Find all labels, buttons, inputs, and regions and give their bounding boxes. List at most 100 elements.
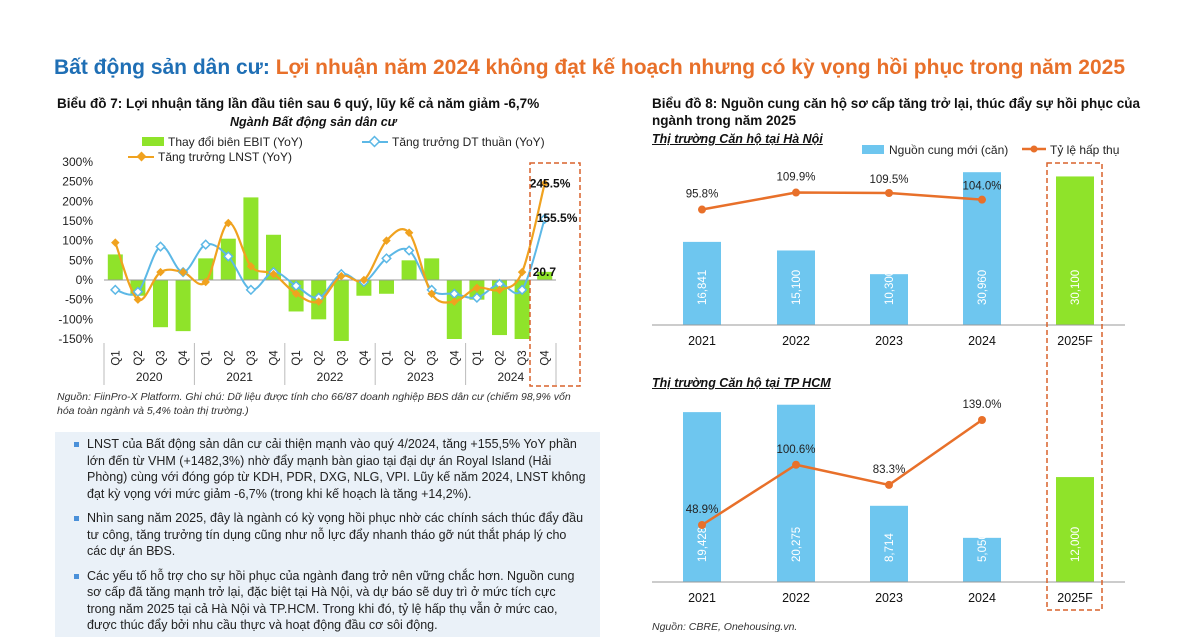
absorption-point xyxy=(885,480,893,489)
chart7-note: Nguồn: FiinPro-X Platform. Ghi chú: Dữ l… xyxy=(57,391,571,417)
x-year-label: 2023 xyxy=(875,591,903,605)
legend-supply-label: Nguồn cung mới (căn) xyxy=(889,143,1008,157)
y-tick-label: -100% xyxy=(58,312,93,326)
x-year-label: 2024 xyxy=(497,370,524,384)
supply-bar xyxy=(1056,477,1094,582)
supply-bar-label: 12,000 xyxy=(1070,527,1082,562)
ebit-bar xyxy=(333,280,349,341)
supply-bar-label: 5,050 xyxy=(977,533,989,562)
x-quarter-label: Q4 xyxy=(540,350,552,366)
lnst-point xyxy=(291,289,301,299)
ebit-bar xyxy=(153,280,168,328)
absorption-label: 109.5% xyxy=(869,174,908,186)
x-year-label: 2021 xyxy=(688,334,716,348)
legend-ebit-label: Thay đổi biên EBIT (YoY) xyxy=(168,135,303,149)
lnst-point xyxy=(201,277,210,287)
absorption-label: 109.9% xyxy=(776,172,815,184)
lnst-point xyxy=(404,228,414,238)
supply-bar xyxy=(963,537,1001,582)
x-year-label: 2021 xyxy=(688,591,716,605)
ebit-bar xyxy=(514,280,530,339)
supply-bar-label: 15,100 xyxy=(791,270,803,305)
lnst-point xyxy=(224,218,233,228)
supply-bar-label: 20,275 xyxy=(791,527,803,562)
supply-bar xyxy=(683,412,721,582)
dt-point xyxy=(494,278,505,290)
x-year-label: 2022 xyxy=(782,334,810,348)
legend-dt-marker xyxy=(368,135,381,148)
commentary-item: LNST của Bất động sản dân cư cải thiện m… xyxy=(74,437,586,501)
dt-point xyxy=(448,288,460,300)
dt-point xyxy=(516,284,528,296)
ebit-bar xyxy=(537,271,553,280)
x-quarter-label: Q1 xyxy=(472,350,484,365)
absorption-label: 100.6% xyxy=(776,444,815,456)
chart8a-title: Thị trường Căn hộ tại Hà Nội xyxy=(652,132,823,146)
lnst-point xyxy=(133,295,143,304)
lnst-point xyxy=(382,236,391,245)
absorption-point xyxy=(698,205,706,214)
x-quarter-label: Q3 xyxy=(156,350,168,365)
page-title: Bất động sản dân cư: Lợi nhuận năm 2024 … xyxy=(54,56,1125,80)
page-title-part2: Lợi nhuận năm 2024 không đạt kế hoạch nh… xyxy=(275,56,1125,79)
q4-2024-highlight xyxy=(529,162,581,387)
ebit-bar xyxy=(356,280,372,296)
dt-point xyxy=(471,292,483,304)
x-quarter-label: Q2 xyxy=(314,350,326,365)
x-quarter-label: Q3 xyxy=(246,350,258,365)
x-year-label: 2025F xyxy=(1057,591,1093,605)
absorption-point xyxy=(885,189,893,198)
y-tick-label: 50% xyxy=(69,253,93,267)
dt-point xyxy=(539,213,551,225)
lnst-point xyxy=(111,238,120,247)
ebit-bar xyxy=(266,234,281,280)
chart7-subtitle: Ngành Bất động sản dân cư xyxy=(230,115,397,129)
dt-point xyxy=(403,245,415,256)
absorption-point xyxy=(978,416,986,424)
absorption-line xyxy=(701,418,983,527)
lnst-point xyxy=(517,267,527,277)
x-year-label: 2025F xyxy=(1057,334,1093,348)
ebit-bar xyxy=(379,280,394,294)
supply-bar-label: 19,428 xyxy=(697,527,709,562)
supply-bar-label: 8,714 xyxy=(884,533,896,562)
supply-bar xyxy=(870,505,908,582)
dt-point xyxy=(155,241,166,252)
absorption-point xyxy=(792,188,800,197)
x-quarter-label: Q4 xyxy=(449,350,461,366)
ebit-last-label: 20.7 xyxy=(533,265,557,279)
commentary-box: LNST của Bất động sản dân cư cải thiện m… xyxy=(55,432,600,637)
dt-point xyxy=(132,286,144,298)
y-tick-label: 300% xyxy=(62,155,93,169)
lnst-point xyxy=(337,271,346,281)
x-year-label: 2021 xyxy=(226,370,253,384)
x-year-label: 2022 xyxy=(317,370,344,384)
y-tick-label: 200% xyxy=(62,194,93,208)
y-tick-label: -50% xyxy=(65,293,93,307)
chart8-source: Nguồn: CBRE, Onehousing.vn. xyxy=(652,621,798,633)
x-quarter-label: Q2 xyxy=(223,350,235,365)
x-year-label: 2023 xyxy=(407,370,434,384)
lnst-point xyxy=(314,297,323,306)
absorption-label: 139.0% xyxy=(962,399,1001,411)
x-quarter-label: Q3 xyxy=(427,350,439,365)
lnst-last-label: 245.5% xyxy=(530,176,571,190)
supply-bar-label: 16,841 xyxy=(697,270,709,305)
supply-bar-label: 10,300 xyxy=(884,270,896,305)
chart8-title: Biểu đồ 8: Nguồn cung căn hộ sơ cấp tăng… xyxy=(652,96,1141,128)
ebit-bar xyxy=(401,260,417,280)
dt-point xyxy=(381,253,392,264)
lnst-point xyxy=(246,261,256,271)
x-year-label: 2022 xyxy=(782,591,810,605)
lnst-point xyxy=(359,275,369,285)
x-year-label: 2020 xyxy=(136,370,163,384)
x-quarter-label: Q1 xyxy=(291,350,303,365)
legend-supply-swatch xyxy=(862,145,884,154)
absorption-label: 48.9% xyxy=(686,504,719,516)
y-tick-label: 150% xyxy=(62,214,93,228)
absorption-point xyxy=(978,195,986,204)
supply-bar xyxy=(777,250,815,325)
absorption-label: 83.3% xyxy=(873,464,906,476)
page-title-part1: Bất động sản dân cư: xyxy=(54,56,270,79)
supply-bar xyxy=(777,404,815,582)
